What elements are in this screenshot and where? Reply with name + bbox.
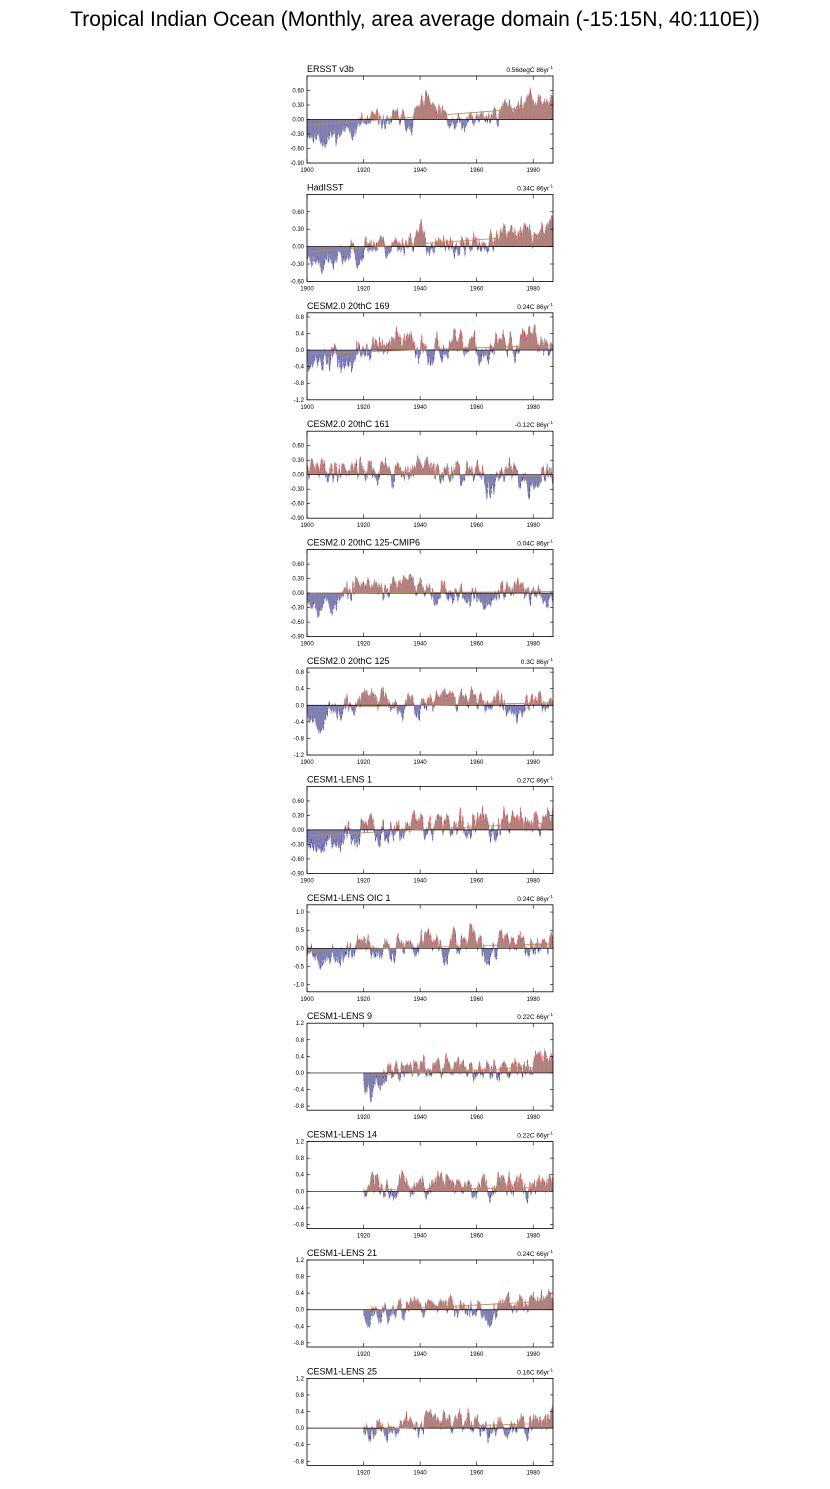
bar	[370, 120, 371, 123]
y-tick-label: 0.60	[292, 210, 304, 216]
bar	[472, 247, 473, 250]
trend-label: 0.56degC 86yr-1	[506, 65, 553, 74]
panel-2: CESM2.0 20thC 169 0.24C 86yr-10.80.40.0-0…	[294, 301, 554, 411]
bar	[486, 117, 487, 120]
y-tick-label: -0.90	[290, 161, 304, 167]
x-tick-label: 1980	[527, 168, 541, 174]
bar	[364, 247, 365, 250]
y-tick-label: -0.60	[290, 279, 304, 285]
y-tick-label: -0.60	[290, 147, 304, 153]
bar-series	[307, 87, 553, 148]
x-tick-label: 1940	[413, 168, 427, 174]
panel-name: CESM2.0 20thC 169	[307, 301, 390, 311]
bar	[367, 116, 368, 119]
x-tick-label: 1900	[300, 286, 314, 292]
bar	[399, 247, 400, 250]
x-tick-label: 1900	[300, 168, 314, 174]
y-tick-label: 0.60	[292, 89, 304, 95]
bar	[360, 346, 361, 350]
bar	[456, 243, 457, 246]
bar-series	[307, 215, 553, 275]
bar	[447, 117, 448, 120]
bar	[490, 120, 491, 123]
y-tick-label: 0.30	[292, 103, 304, 109]
bar	[473, 120, 474, 124]
bar	[464, 243, 465, 247]
bar	[398, 247, 399, 250]
trend-label: 0.34C 86yr-1	[517, 183, 553, 192]
bar	[445, 244, 446, 247]
bar	[366, 350, 367, 355]
bar	[414, 247, 415, 251]
x-tick-label: 1960	[470, 286, 484, 292]
x-tick-label: 1940	[413, 286, 427, 292]
bar	[465, 247, 466, 251]
panel-0: ERSST v3b 0.56degC 86yr-1 0.60 0.30 0.00 -0.3…	[290, 64, 553, 174]
x-tick-label: 1980	[527, 286, 541, 292]
bar	[353, 244, 354, 247]
trend-label: 0.24C 86yr-1	[517, 302, 553, 311]
bar	[378, 116, 379, 119]
y-tick-label: 0.30	[292, 227, 304, 233]
y-tick-label: 0.00	[292, 245, 304, 251]
bar-series	[307, 324, 553, 374]
bar	[493, 247, 494, 251]
bar	[357, 348, 358, 350]
x-tick-label: 1920	[357, 286, 371, 292]
bar	[480, 244, 481, 247]
panel-name: ERSST v3b	[307, 64, 354, 74]
y-tick-label: 0.00	[292, 118, 304, 124]
bar	[368, 244, 369, 247]
x-tick-label: 1960	[470, 168, 484, 174]
x-tick-label: 1920	[357, 168, 371, 174]
bar	[484, 247, 485, 250]
bar	[377, 243, 378, 247]
panel-name: HadISST	[307, 182, 344, 192]
y-tick-label: -0.30	[290, 132, 304, 138]
panel-1: HadISST 0.34C 86yr-1 0.60 0.30 0.00 -0.30 -0.6…	[290, 182, 553, 292]
bar	[452, 243, 453, 247]
y-tick-label: -0.30	[290, 262, 304, 268]
